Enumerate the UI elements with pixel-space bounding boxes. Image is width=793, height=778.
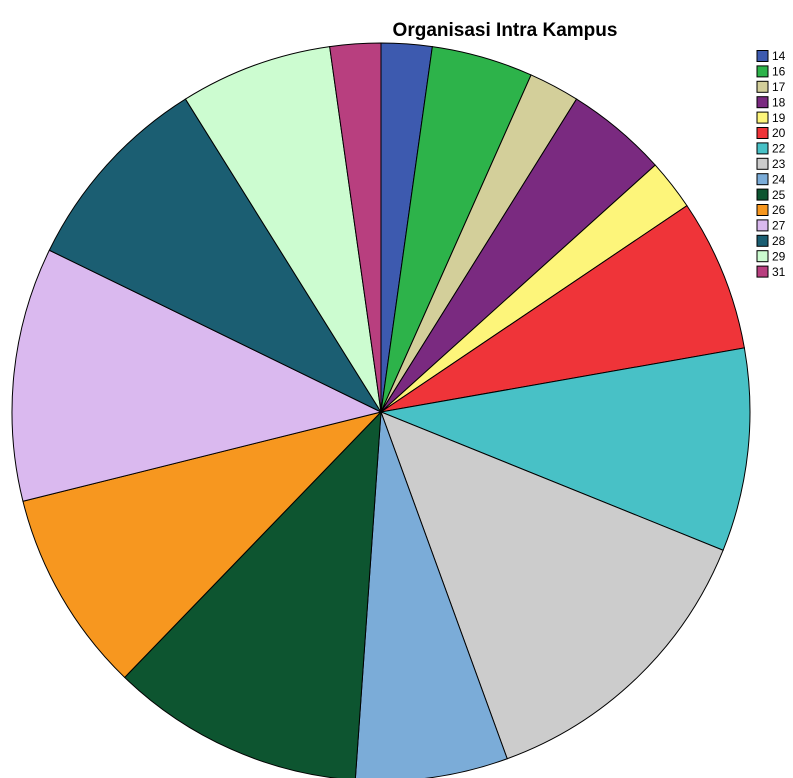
legend-label: 23	[772, 157, 786, 171]
pie-slice	[22, 411, 383, 679]
chart-title: Organisasi Intra Kampus	[393, 20, 618, 41]
legend-swatch	[756, 157, 769, 170]
pie-slice	[354, 411, 508, 778]
legend-swatch	[756, 219, 769, 232]
legend-label: 31	[772, 265, 786, 279]
legend-swatch	[756, 188, 769, 201]
legend-label: 25	[772, 188, 786, 202]
legend-swatch	[756, 50, 769, 62]
pie-slice	[184, 46, 382, 413]
legend-label: 20	[772, 126, 786, 140]
legend-swatch	[756, 80, 769, 93]
legend-swatch	[756, 234, 769, 247]
pie-slice	[11, 249, 383, 502]
legend-swatch	[756, 250, 769, 263]
legend-swatch	[756, 111, 769, 124]
legend-swatch	[756, 265, 769, 278]
legend-label: 18	[772, 95, 786, 109]
pie-slice	[380, 204, 745, 413]
legend-swatch	[756, 65, 769, 78]
pie-slice	[380, 411, 724, 760]
legend-label: 24	[772, 172, 786, 186]
legend-swatch	[756, 173, 769, 186]
legend-label: 27	[772, 219, 786, 233]
legend-label: 14	[772, 49, 786, 63]
legend-label: 28	[772, 234, 786, 248]
pie-slice	[48, 98, 383, 414]
pie-slice	[379, 347, 751, 551]
legend-label: 16	[772, 65, 786, 79]
legend-label: 19	[772, 111, 786, 125]
legend-swatch	[756, 127, 769, 139]
legend-swatch	[756, 96, 769, 109]
legend-swatch	[756, 204, 769, 216]
legend-label: 29	[772, 249, 786, 263]
legend-label: 17	[772, 80, 786, 94]
pie-slice	[329, 42, 382, 413]
legend-swatch	[756, 142, 769, 155]
legend-label: 22	[772, 142, 786, 156]
legend-label: 26	[772, 203, 786, 217]
